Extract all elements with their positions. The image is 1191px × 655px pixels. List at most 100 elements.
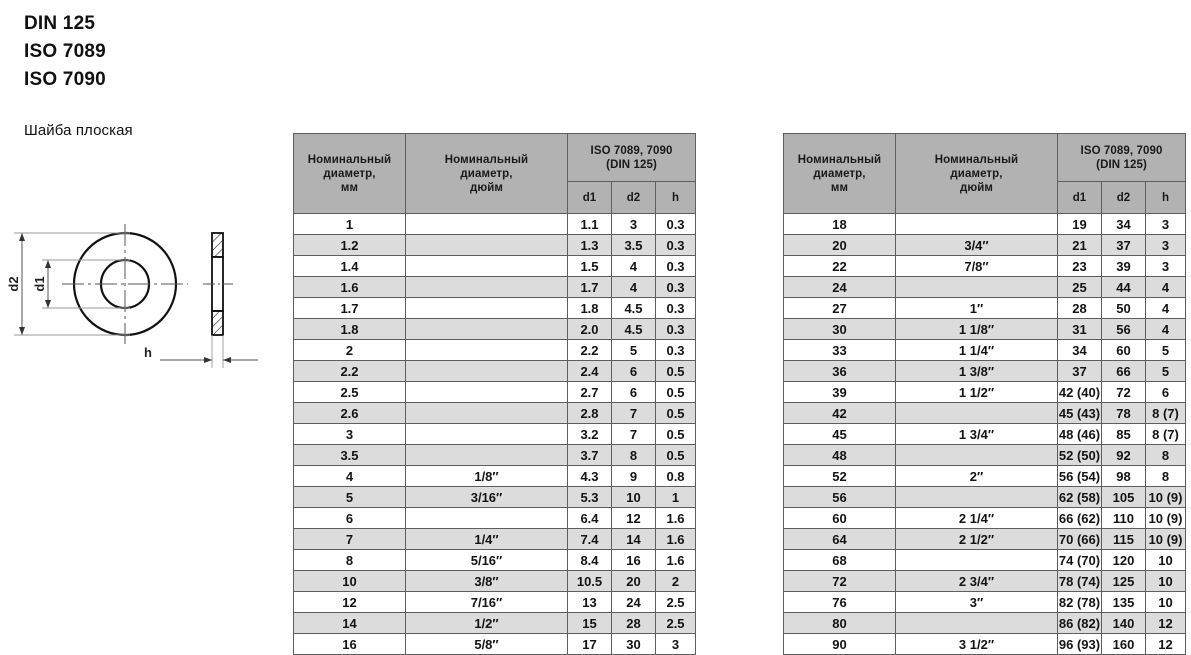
table-row: 64 2 1/2″ 70 (66) 115 10 (9) — [783, 528, 1187, 550]
cell-d2: 7 — [611, 402, 656, 424]
table-row: 1.6 1.7 4 0.3 — [293, 276, 697, 298]
cell-nominal-mm: 5 — [293, 486, 406, 508]
cell-nominal-inch — [405, 234, 568, 256]
cell-d2: 4.5 — [611, 297, 656, 319]
cell-nominal-inch: 2 1/4″ — [895, 507, 1058, 529]
cell-d2: 16 — [611, 549, 656, 571]
cell-h: 0.5 — [654, 360, 697, 382]
cell-nominal-mm: 4 — [293, 465, 406, 487]
standard-iso-7090: ISO 7090 — [24, 69, 106, 90]
cell-nominal-mm: 12 — [293, 591, 406, 613]
header-nominal-inch: Номинальный диаметр, дюйм — [895, 133, 1058, 214]
header-standard-span: ISO 7089, 7090 (DIN 125) — [1056, 133, 1187, 182]
cell-d1: 3.7 — [567, 444, 612, 466]
cell-h: 12 — [1144, 612, 1187, 634]
table-row: 1.4 1.5 4 0.3 — [293, 255, 697, 277]
cell-d2: 6 — [611, 381, 656, 403]
table-row: 18 19 34 3 — [783, 213, 1187, 235]
cell-d2: 140 — [1101, 612, 1146, 634]
cell-d1: 1.3 — [567, 234, 612, 256]
cell-d1: 1.7 — [567, 276, 612, 298]
table-row: 1.2 1.3 3.5 0.3 — [293, 234, 697, 256]
cell-d2: 4 — [611, 276, 656, 298]
spec-table-right: Номинальный диаметр, мм Номинальный диам… — [783, 133, 1187, 655]
cell-d1: 52 (50) — [1057, 444, 1102, 466]
cell-nominal-inch — [405, 360, 568, 382]
header-nominal-inch: Номинальный диаметр, дюйм — [405, 133, 568, 214]
cell-nominal-inch: 2″ — [895, 465, 1058, 487]
cell-h: 4 — [1144, 318, 1187, 340]
cell-d2: 135 — [1101, 591, 1146, 613]
header-d1: d1 — [567, 181, 612, 214]
table-row: 7 1/4″ 7.4 14 1.6 — [293, 528, 697, 550]
cell-nominal-mm: 22 — [783, 255, 896, 277]
header-h: h — [1144, 181, 1187, 214]
header-d2: d2 — [1101, 181, 1146, 214]
washer-front-view — [62, 224, 188, 344]
cell-nominal-inch: 1/8″ — [405, 465, 568, 487]
cell-nominal-mm: 1.6 — [293, 276, 406, 298]
cell-nominal-mm: 2 — [293, 339, 406, 361]
cell-h: 0.3 — [654, 318, 697, 340]
table-row: 8 5/16″ 8.4 16 1.6 — [293, 549, 697, 571]
cell-d1: 5.3 — [567, 486, 612, 508]
table-row: 45 1 3/4″ 48 (46) 85 8 (7) — [783, 423, 1187, 445]
table-row: 36 1 3/8″ 37 66 5 — [783, 360, 1187, 382]
cell-h: 2.5 — [654, 591, 697, 613]
cell-d1: 2.8 — [567, 402, 612, 424]
cell-d1: 28 — [1057, 297, 1102, 319]
cell-d2: 7 — [611, 423, 656, 445]
cell-h: 1.6 — [654, 549, 697, 571]
cell-d2: 28 — [611, 612, 656, 634]
cell-d1: 86 (82) — [1057, 612, 1102, 634]
cell-d1: 45 (43) — [1057, 402, 1102, 424]
cell-d2: 160 — [1101, 633, 1146, 655]
cell-h: 0.5 — [654, 423, 697, 445]
table-row: 14 1/2″ 15 28 2.5 — [293, 612, 697, 634]
header-h: h — [654, 181, 697, 214]
cell-h: 5 — [1144, 339, 1187, 361]
cell-nominal-mm: 45 — [783, 423, 896, 445]
cell-nominal-mm: 3 — [293, 423, 406, 445]
table-row: 33 1 1/4″ 34 60 5 — [783, 339, 1187, 361]
cell-h: 0.5 — [654, 402, 697, 424]
cell-d1: 66 (62) — [1057, 507, 1102, 529]
cell-nominal-inch: 1 3/4″ — [895, 423, 1058, 445]
cell-d2: 39 — [1101, 255, 1146, 277]
table-row: 3.5 3.7 8 0.5 — [293, 444, 697, 466]
cell-d1: 6.4 — [567, 507, 612, 529]
cell-nominal-mm: 52 — [783, 465, 896, 487]
cell-nominal-inch — [405, 276, 568, 298]
cell-nominal-inch: 2 1/2″ — [895, 528, 1058, 550]
cell-nominal-inch — [405, 339, 568, 361]
product-name: Шайба плоская — [24, 122, 133, 139]
cell-h: 0.3 — [654, 339, 697, 361]
cell-d1: 7.4 — [567, 528, 612, 550]
cell-d2: 14 — [611, 528, 656, 550]
cell-d1: 70 (66) — [1057, 528, 1102, 550]
cell-h: 1.6 — [654, 528, 697, 550]
dimension-d2: d2 — [6, 232, 130, 336]
table-row: 1 1.1 3 0.3 — [293, 213, 697, 235]
cell-nominal-inch: 3/16″ — [405, 486, 568, 508]
cell-d2: 72 — [1101, 381, 1146, 403]
cell-d2: 4.5 — [611, 318, 656, 340]
cell-d2: 125 — [1101, 570, 1146, 592]
cell-d1: 2.2 — [567, 339, 612, 361]
cell-h: 0.3 — [654, 234, 697, 256]
cell-nominal-inch — [405, 297, 568, 319]
cell-nominal-inch: 1/2″ — [405, 612, 568, 634]
cell-nominal-inch — [895, 549, 1058, 571]
cell-nominal-inch: 1 1/8″ — [895, 318, 1058, 340]
cell-h: 6 — [1144, 381, 1187, 403]
cell-nominal-inch — [405, 444, 568, 466]
cell-d1: 4.3 — [567, 465, 612, 487]
cell-d1: 13 — [567, 591, 612, 613]
cell-h: 0.3 — [654, 276, 697, 298]
cell-nominal-mm: 2.5 — [293, 381, 406, 403]
cell-nominal-inch — [895, 612, 1058, 634]
cell-h: 3 — [654, 633, 697, 655]
table-right-header: Номинальный диаметр, мм Номинальный диам… — [783, 133, 1187, 214]
cell-d2: 3.5 — [611, 234, 656, 256]
cell-nominal-mm: 76 — [783, 591, 896, 613]
